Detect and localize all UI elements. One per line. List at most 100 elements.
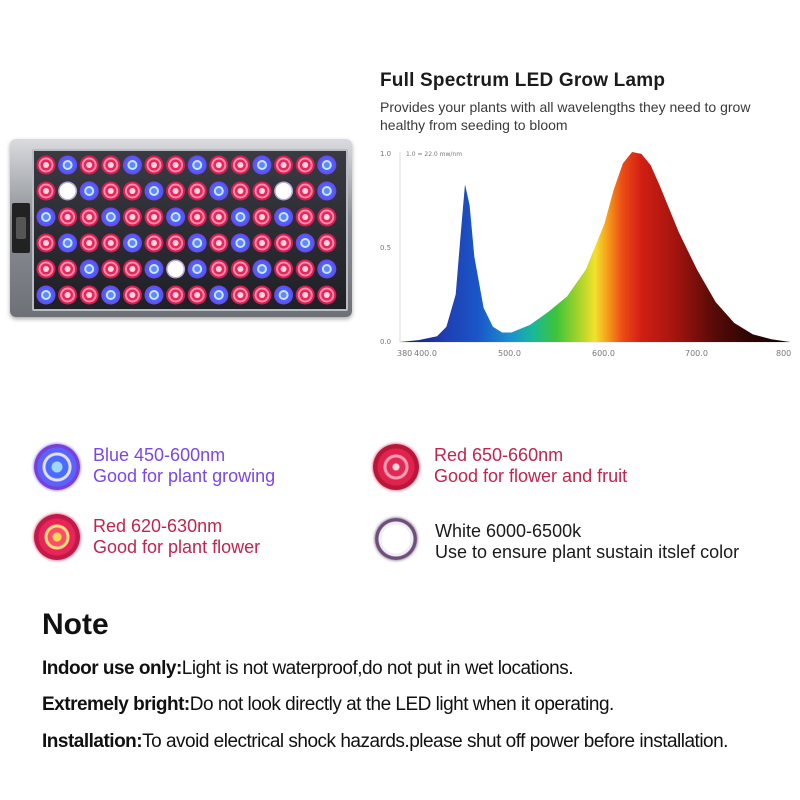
led-bead — [209, 233, 229, 253]
legend-red650-name: Red 650-660nm — [434, 445, 564, 465]
led-bead — [252, 233, 272, 253]
led-bead — [144, 233, 164, 253]
led-bead — [36, 259, 56, 279]
lamp-led-panel — [32, 149, 348, 311]
legend-red620-desc: Good for plant flower — [93, 537, 261, 557]
led-bead — [274, 155, 294, 175]
led-bead — [144, 155, 164, 175]
led-bead — [101, 259, 121, 279]
x-tick-label: 500.0 — [498, 349, 521, 358]
led-bead — [295, 259, 315, 279]
led-bead — [122, 181, 142, 201]
spectrum-chart: 1.0 0.5 0.0 1.0 = 22.0 mw/nm 380 400.0 5… — [380, 150, 791, 358]
led-bead — [79, 207, 99, 227]
note-label: Installation: — [42, 731, 143, 752]
led-bead — [166, 233, 186, 253]
red-620-led-icon — [34, 514, 80, 560]
led-bead — [187, 155, 207, 175]
led-bead — [144, 181, 164, 201]
led-bead — [187, 181, 207, 201]
led-bead — [101, 181, 121, 201]
led-bead — [122, 207, 142, 227]
legend-red620-name: Red 620-630nm — [93, 516, 223, 536]
note-label: Indoor use only: — [42, 658, 182, 679]
blue-led-icon — [34, 444, 80, 490]
x-tick-label: 800 — [776, 349, 791, 358]
led-bead — [187, 259, 207, 279]
legend-red650-desc: Good for flower and fruit — [434, 466, 628, 486]
led-bead — [274, 181, 294, 201]
led-bead — [79, 181, 99, 201]
led-bead — [230, 181, 250, 201]
led-bead — [252, 285, 272, 305]
led-bead — [144, 259, 164, 279]
note-text: To avoid electrical shock hazards.please… — [142, 731, 728, 752]
led-bead — [166, 155, 186, 175]
led-bead — [58, 207, 78, 227]
note-line-indoor: Indoor use only:Light is not waterproof,… — [42, 658, 573, 680]
note-line-installation: Installation:To avoid electrical shock h… — [42, 731, 728, 753]
led-bead — [58, 155, 78, 175]
led-bead — [274, 207, 294, 227]
led-bead — [101, 285, 121, 305]
spectrum-title: Full Spectrum LED Grow Lamp — [380, 70, 666, 91]
led-bead — [295, 285, 315, 305]
led-bead — [317, 181, 337, 201]
led-bead — [209, 155, 229, 175]
led-bead — [252, 207, 272, 227]
legend-blue-name: Blue 450-600nm — [93, 445, 226, 465]
led-bead — [122, 155, 142, 175]
grow-lamp-image — [10, 139, 352, 317]
led-bead — [187, 207, 207, 227]
led-bead — [252, 259, 272, 279]
led-bead — [79, 155, 99, 175]
led-bead — [230, 207, 250, 227]
y-tick-label: 1.0 — [380, 150, 391, 158]
led-bead — [122, 285, 142, 305]
legend-white-desc: Use to ensure plant sustain itslef color — [435, 542, 740, 562]
led-bead — [295, 207, 315, 227]
y-scale-note: 1.0 = 22.0 mw/nm — [406, 151, 462, 158]
led-bead — [79, 285, 99, 305]
led-bead — [317, 207, 337, 227]
led-bead — [295, 155, 315, 175]
led-bead — [144, 285, 164, 305]
x-tick-label: 400.0 — [414, 349, 437, 358]
x-tick-label: 700.0 — [685, 349, 708, 358]
note-text: Do not look directly at the LED light wh… — [189, 694, 615, 715]
led-bead — [101, 233, 121, 253]
led-bead — [36, 233, 56, 253]
led-bead — [58, 181, 78, 201]
led-bead — [317, 285, 337, 305]
white-led-icon — [375, 518, 417, 560]
led-bead — [36, 155, 56, 175]
x-tick-label: 600.0 — [592, 349, 615, 358]
led-bead — [144, 207, 164, 227]
led-bead — [36, 181, 56, 201]
led-bead — [295, 181, 315, 201]
note-line-bright: Extremely bright:Do not look directly at… — [42, 694, 614, 716]
legend-white-name: White 6000-6500k — [435, 521, 582, 541]
led-bead — [122, 259, 142, 279]
led-bead — [317, 155, 337, 175]
led-bead — [230, 285, 250, 305]
led-bead — [187, 285, 207, 305]
note-label: Extremely bright: — [42, 694, 190, 715]
led-bead — [209, 285, 229, 305]
led-bead — [58, 285, 78, 305]
led-bead — [274, 259, 294, 279]
note-text: Light is not waterproof,do not put in we… — [181, 658, 574, 679]
lamp-power-switch — [12, 203, 30, 253]
led-bead — [230, 259, 250, 279]
led-bead — [79, 233, 99, 253]
led-bead — [122, 233, 142, 253]
led-bead — [274, 233, 294, 253]
spectrum-subtitle: Provides your plants with all wavelength… — [380, 99, 751, 133]
led-bead — [209, 259, 229, 279]
led-bead — [166, 181, 186, 201]
x-tick-label: 380 — [397, 349, 412, 358]
led-bead — [36, 285, 56, 305]
led-bead — [101, 155, 121, 175]
led-bead — [230, 233, 250, 253]
y-tick-label: 0.0 — [380, 338, 391, 346]
